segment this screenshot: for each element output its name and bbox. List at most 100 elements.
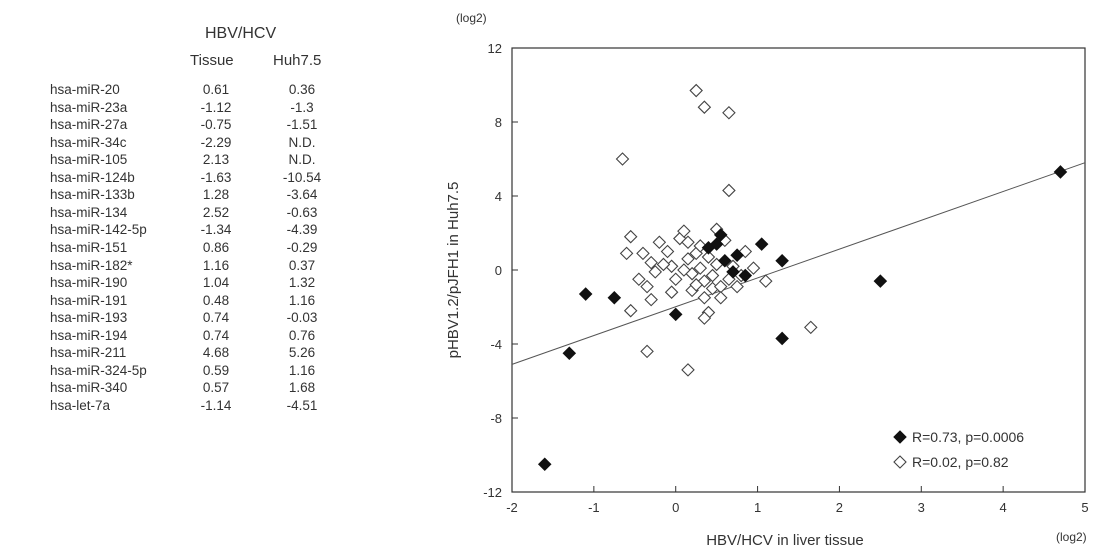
open-diamond-point: [660, 244, 675, 259]
table-row: hsa-miR-211 4.68 5.26: [0, 345, 420, 363]
huh-value: 5.26: [288, 345, 316, 361]
huh-value: 0.76: [288, 327, 316, 343]
mirna-name: hsa-let-7a: [50, 397, 111, 413]
tissue-value: 0.74: [202, 327, 230, 343]
open-diamond-point: [636, 246, 650, 261]
tissue-value: 0.57: [202, 380, 230, 396]
filled-diamond-point: [537, 457, 552, 472]
huh-value: -1.51: [286, 117, 318, 133]
mirna-name: hsa-miR-191: [50, 292, 128, 308]
plot-frame: [511, 47, 1086, 493]
x-tick-label: 4: [1000, 500, 1007, 515]
open-diamond-point: [668, 272, 683, 287]
mirna-table: HBV/HCV Tissue Huh7.5 hsa-miR-20 0.61 0.36…: [0, 0, 420, 549]
filled-diamond-point: [775, 253, 789, 268]
open-diamond-point: [677, 263, 691, 277]
huh-value: N.D.: [288, 152, 316, 168]
mirna-name: hsa-miR-34c: [50, 134, 127, 150]
filled-diamond-point: [668, 307, 683, 322]
filled-diamond-point: [1053, 165, 1068, 179]
huh-value: -4.39: [286, 222, 318, 238]
x-tick-label: 0: [672, 500, 679, 515]
legend-label: R=0.02, p=0.82: [912, 454, 1009, 470]
open-diamond-point: [746, 261, 761, 275]
tissue-value: 0.61: [202, 82, 230, 97]
open-diamond-point: [689, 278, 703, 292]
table-row: hsa-miR-182* 1.16 0.37: [0, 258, 420, 276]
huh-value: -10.54: [282, 169, 322, 185]
open-diamond-point: [656, 257, 671, 272]
tissue-column-header: Tissue: [190, 52, 234, 69]
mirna-name: hsa-miR-142-5p: [50, 222, 147, 238]
filled-diamond-point: [738, 268, 753, 283]
y-tick-label: 8: [495, 115, 502, 130]
huh-value: -3.64: [286, 187, 318, 203]
table-row: hsa-miR-134 2.52 -0.63: [0, 205, 420, 223]
filled-diamond-point: [709, 237, 724, 251]
huh-value: -4.51: [286, 397, 318, 413]
table-row: hsa-miR-340 0.57 1.68: [0, 380, 420, 398]
x-axis-label: HBV/HCV in liver tissue: [706, 532, 864, 549]
table-row: hsa-miR-193 0.74 -0.03: [0, 310, 420, 328]
open-diamond-point: [681, 235, 695, 250]
mirna-name: hsa-miR-211: [50, 345, 127, 361]
open-diamond-point: [701, 250, 716, 264]
table-row: hsa-miR-151 0.86 -0.29: [0, 240, 420, 258]
mirna-name: hsa-miR-124b: [50, 169, 135, 185]
table-row: hsa-miR-194 0.74 0.76: [0, 328, 420, 346]
open-diamond-point: [640, 279, 654, 294]
open-diamond-point: [697, 100, 712, 114]
tissue-value: 1.04: [202, 275, 230, 291]
open-diamond-point: [615, 152, 630, 166]
table-row: hsa-miR-191 0.48 1.16: [0, 293, 420, 311]
tissue-value: 0.48: [202, 292, 230, 308]
tissue-value: -2.29: [200, 134, 232, 150]
mirna-name: hsa-miR-151: [50, 239, 128, 255]
huh-column-header: Huh7.5: [273, 52, 322, 69]
mirna-name: hsa-miR-133b: [50, 187, 135, 203]
legend-label: R=0.73, p=0.0006: [912, 429, 1024, 445]
table-row: hsa-miR-20 0.61 0.36: [0, 82, 420, 100]
scatter-chart: 12 8 4 0 -4 -8 -12 -2 -1 0 1 2 3 4 5 (log2) (log2) HBV/HC…: [430, 0, 1101, 549]
filled-diamond-point: [578, 287, 593, 301]
table-row: hsa-miR-142-5p -1.34 -4.39: [0, 222, 420, 240]
table-row: hsa-miR-23a -1.12 -1.3: [0, 100, 420, 118]
open-diamond-point: [640, 344, 654, 359]
filled-diamond-point: [775, 331, 789, 346]
tissue-value: 1.28: [202, 187, 230, 203]
filled-diamond-point: [873, 274, 888, 288]
open-diamond-point: [652, 235, 667, 250]
table-row: hsa-miR-324-5p 0.59 1.16: [0, 363, 420, 381]
y-tick-label: 12: [488, 41, 502, 56]
huh-value: -0.03: [286, 310, 318, 326]
huh-value: 1.16: [288, 362, 316, 378]
table-row: hsa-miR-105 2.13 N.D.: [0, 152, 420, 170]
legend-filled-diamond-icon: [893, 430, 907, 444]
mirna-name: hsa-miR-340: [50, 380, 128, 396]
filled-diamond-point: [713, 228, 728, 242]
table-row: hsa-miR-27a -0.75 -1.51: [0, 117, 420, 135]
open-diamond-point: [619, 246, 634, 261]
open-diamond-point: [697, 311, 712, 325]
tissue-value: 0.59: [202, 362, 230, 378]
huh-value: -1.3: [290, 99, 314, 115]
open-diamond-point: [722, 105, 736, 120]
y-tick-label: 0: [495, 263, 502, 278]
x-tick-label: -1: [588, 500, 600, 515]
mirna-name: hsa-miR-105: [50, 152, 128, 168]
open-diamond-point: [804, 320, 818, 335]
mirna-name: hsa-miR-20: [50, 82, 120, 97]
filled-diamond-point: [607, 290, 622, 305]
open-diamond-point: [693, 261, 708, 275]
mirna-name: hsa-miR-134: [50, 204, 128, 220]
mirna-name: hsa-miR-27a: [50, 117, 128, 133]
group-header: HBV/HCV: [205, 25, 277, 42]
open-diamond-point: [697, 290, 712, 305]
x-tick-label: 3: [918, 500, 925, 515]
mirna-name: hsa-miR-190: [50, 275, 128, 291]
x-tick-label: 5: [1081, 500, 1088, 515]
tissue-value: 1.16: [202, 257, 230, 273]
mirna-name: hsa-miR-193: [50, 310, 128, 326]
open-diamond-point: [648, 265, 663, 279]
